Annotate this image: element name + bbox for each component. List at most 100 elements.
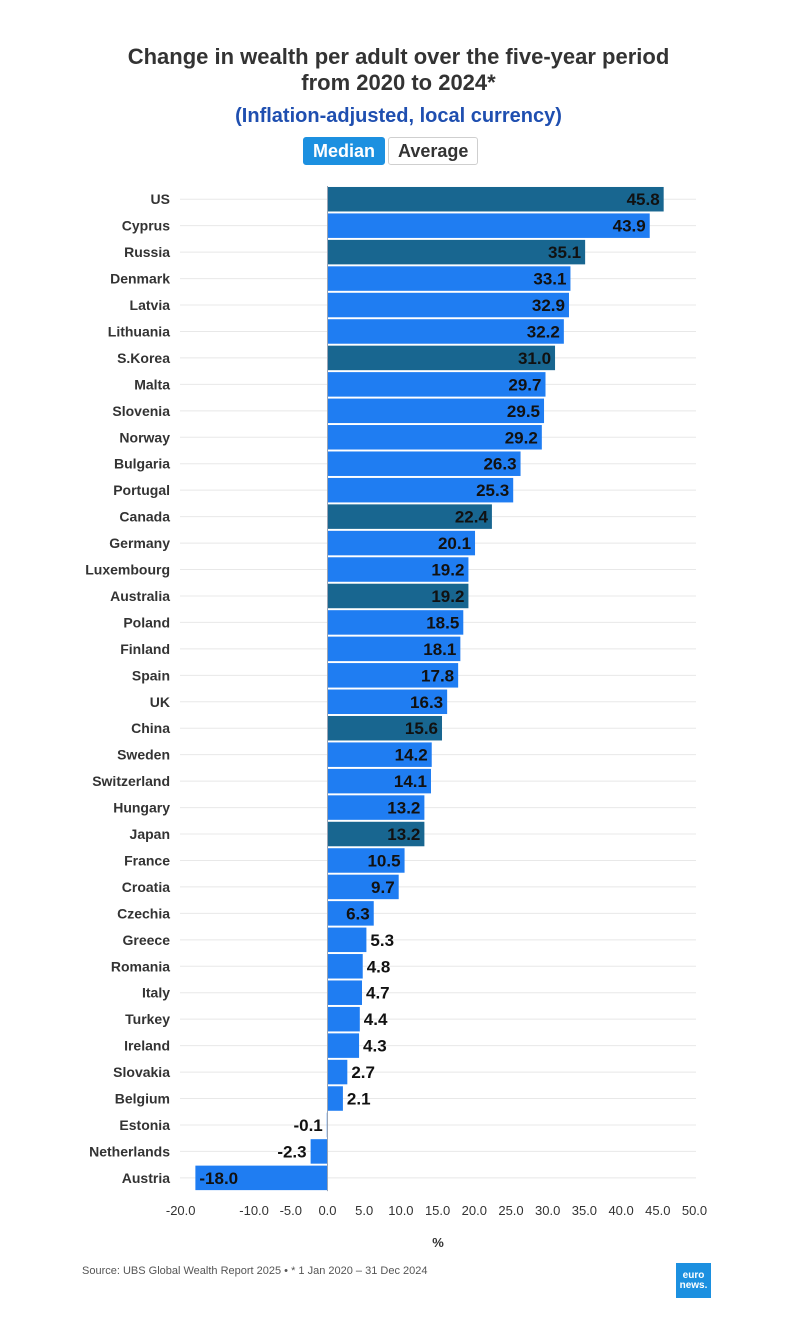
category-label: Hungary bbox=[113, 800, 170, 816]
bar bbox=[327, 425, 542, 450]
value-label: 14.2 bbox=[395, 746, 428, 765]
bar bbox=[327, 186, 664, 212]
category-label: Greece bbox=[123, 932, 171, 948]
x-tick-label: 20.0 bbox=[462, 1203, 487, 1218]
category-label: Slovakia bbox=[113, 1064, 170, 1080]
value-label: 10.5 bbox=[367, 851, 400, 870]
category-label: Australia bbox=[110, 588, 170, 604]
category-label: Croatia bbox=[122, 879, 170, 895]
value-label: 4.4 bbox=[364, 1010, 388, 1029]
bar bbox=[327, 874, 399, 900]
value-label: 13.2 bbox=[387, 825, 420, 844]
category-label: Canada bbox=[119, 509, 170, 525]
logo-line2: news. bbox=[679, 1279, 708, 1291]
bar bbox=[327, 980, 362, 1005]
category-label: Malta bbox=[134, 376, 170, 392]
bar bbox=[327, 477, 514, 503]
value-label: 20.1 bbox=[438, 534, 471, 553]
x-tick-label: -20.0 bbox=[166, 1203, 196, 1218]
value-label: 13.2 bbox=[387, 799, 420, 818]
value-label: 4.7 bbox=[366, 984, 390, 1003]
chart-subtitle: (Inflation-adjusted, local currency) bbox=[235, 105, 562, 127]
bar bbox=[195, 1165, 328, 1191]
bar bbox=[327, 1086, 343, 1111]
category-label: Estonia bbox=[119, 1117, 170, 1133]
x-tick-label: 5.0 bbox=[355, 1203, 373, 1218]
value-label: 29.2 bbox=[505, 428, 538, 447]
category-label: Finland bbox=[120, 641, 170, 657]
x-tick-label: 50.0 bbox=[682, 1203, 707, 1218]
category-label: China bbox=[131, 720, 170, 736]
bar bbox=[327, 901, 374, 926]
bar bbox=[327, 398, 545, 424]
bar bbox=[327, 372, 546, 397]
bar bbox=[327, 530, 476, 556]
bar bbox=[327, 848, 405, 873]
bar bbox=[327, 821, 425, 847]
category-label: Belgium bbox=[115, 1091, 170, 1107]
average-button[interactable]: Average bbox=[388, 137, 479, 165]
value-label: 4.8 bbox=[367, 957, 391, 976]
chart-title-line1: Change in wealth per adult over the five… bbox=[127, 44, 670, 69]
value-label: 25.3 bbox=[476, 481, 509, 500]
x-axis-label: % bbox=[432, 1235, 444, 1250]
category-label: Luxembourg bbox=[85, 562, 170, 578]
category-label: Latvia bbox=[130, 297, 171, 313]
value-label: 5.3 bbox=[370, 931, 394, 950]
value-label: -18.0 bbox=[199, 1169, 238, 1188]
value-label: 18.1 bbox=[423, 640, 456, 659]
x-tick-label: 25.0 bbox=[498, 1203, 523, 1218]
logo-line1: euro bbox=[682, 1269, 705, 1281]
bar bbox=[327, 715, 443, 741]
value-label: 29.5 bbox=[507, 402, 540, 421]
bar bbox=[327, 292, 569, 318]
value-label: 29.7 bbox=[508, 375, 541, 394]
x-tick-label: 15.0 bbox=[425, 1203, 450, 1218]
bar bbox=[327, 451, 521, 476]
bar bbox=[310, 1139, 328, 1164]
value-label: 32.2 bbox=[527, 322, 560, 341]
bar bbox=[327, 795, 425, 820]
source-note: Source: UBS Global Wealth Report 2025 • … bbox=[82, 1265, 428, 1277]
x-tick-label: 10.0 bbox=[388, 1203, 413, 1218]
value-label: 4.3 bbox=[363, 1037, 387, 1056]
category-label: Poland bbox=[123, 614, 170, 630]
bar bbox=[327, 213, 650, 238]
category-label: Turkey bbox=[125, 1011, 170, 1027]
category-label: Netherlands bbox=[89, 1143, 170, 1159]
value-label: 6.3 bbox=[346, 904, 370, 923]
value-label: 18.5 bbox=[426, 613, 459, 632]
value-label: 45.8 bbox=[627, 190, 660, 209]
category-label: Japan bbox=[130, 826, 170, 842]
category-label: Germany bbox=[109, 535, 170, 551]
value-label: 31.0 bbox=[518, 349, 551, 368]
category-label: US bbox=[151, 191, 170, 207]
bar bbox=[327, 742, 432, 767]
bar bbox=[327, 954, 363, 979]
median-button[interactable]: Median bbox=[303, 137, 386, 165]
bar bbox=[327, 1059, 348, 1085]
bar bbox=[327, 610, 464, 635]
value-label: -2.3 bbox=[277, 1142, 306, 1161]
value-label: 15.6 bbox=[405, 719, 438, 738]
category-label: France bbox=[124, 852, 170, 868]
x-tick-label: 35.0 bbox=[572, 1203, 597, 1218]
category-label: Bulgaria bbox=[114, 456, 170, 472]
value-label: 19.2 bbox=[431, 587, 464, 606]
value-label: 32.9 bbox=[532, 296, 565, 315]
value-label: -0.1 bbox=[293, 1116, 322, 1135]
euronews-logo: euro news. bbox=[676, 1263, 711, 1298]
bar bbox=[327, 239, 586, 265]
bar bbox=[327, 768, 431, 794]
category-label: Slovenia bbox=[112, 403, 170, 419]
category-label: Austria bbox=[122, 1170, 170, 1186]
x-tick-label: 30.0 bbox=[535, 1203, 560, 1218]
category-label: Switzerland bbox=[92, 773, 170, 789]
bar bbox=[327, 1006, 360, 1032]
category-label: Russia bbox=[124, 244, 170, 260]
value-label: 2.1 bbox=[347, 1090, 371, 1109]
value-label: 2.7 bbox=[351, 1063, 375, 1082]
category-label: Portugal bbox=[113, 482, 170, 498]
bar bbox=[327, 266, 571, 291]
